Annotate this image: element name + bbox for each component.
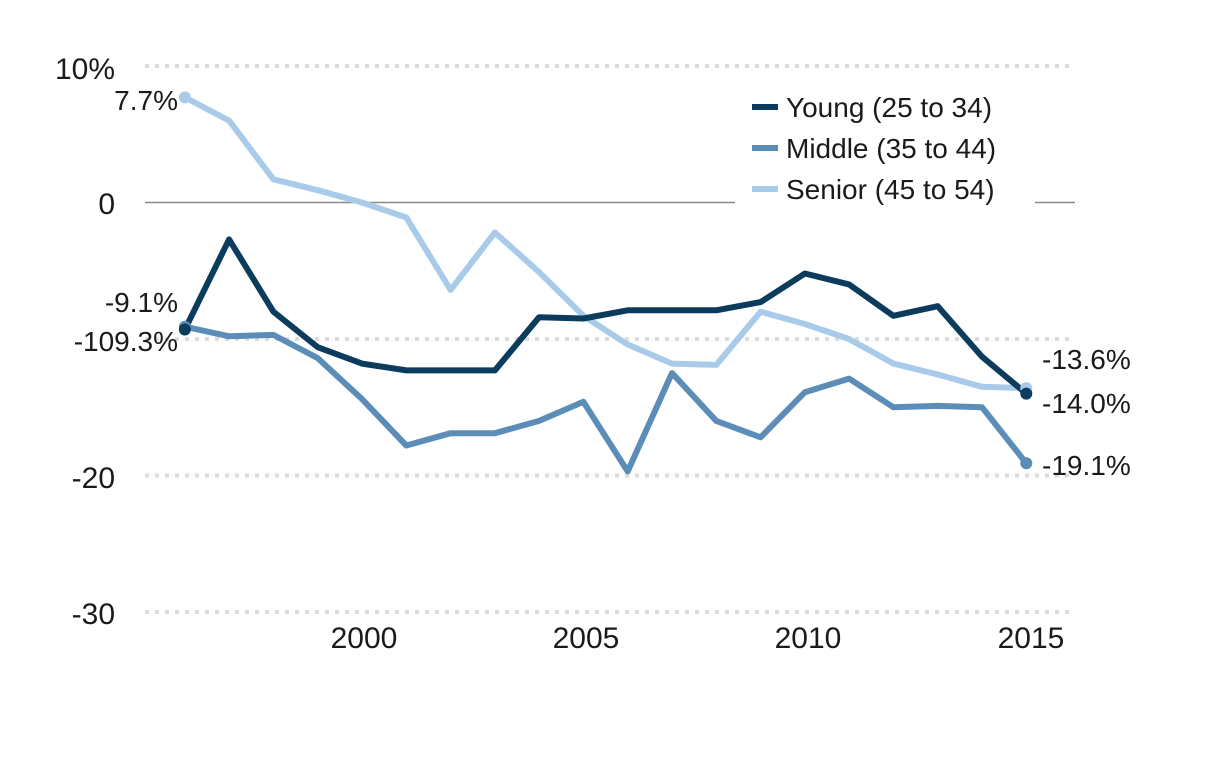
x-axis-ticks: 2000 2005 2010 2015 xyxy=(331,622,1065,655)
legend-label-senior: Senior (45 to 54) xyxy=(786,174,995,205)
point-marker-young xyxy=(1020,387,1033,400)
x-tick-label: 2005 xyxy=(553,622,620,655)
y-tick-label: -30 xyxy=(72,598,115,631)
legend-background xyxy=(735,86,1035,216)
y-axis-ticks: 10% 0 -20 -30 xyxy=(55,53,115,631)
point-marker-young xyxy=(178,323,191,336)
y-tick-label: 10% xyxy=(55,53,115,86)
x-tick-label: 2010 xyxy=(775,622,842,655)
end-label-middle: -19.1% xyxy=(1042,450,1131,481)
legend-label-young: Young (25 to 34) xyxy=(786,92,992,123)
series-layer xyxy=(178,91,1033,475)
point-marker-senior xyxy=(178,91,191,104)
series-line-senior xyxy=(181,94,1030,392)
y-tick-label: -20 xyxy=(72,462,115,495)
series-line-middle xyxy=(181,323,1030,475)
point-marker-middle xyxy=(1020,457,1033,470)
legend-label-middle: Middle (35 to 44) xyxy=(786,133,996,164)
start-label-senior: 7.7% xyxy=(114,85,178,116)
start-label-young: -109.3% xyxy=(74,326,178,357)
start-label-middle: -9.1% xyxy=(105,287,178,318)
legend: Young (25 to 34) Middle (35 to 44) Senio… xyxy=(735,86,1035,216)
value-labels: 7.7% -9.1% -109.3% -13.6% -14.0% -19.1% xyxy=(74,85,1131,481)
y-tick-label: 0 xyxy=(98,188,115,221)
end-label-senior: -13.6% xyxy=(1042,344,1131,375)
x-tick-label: 2000 xyxy=(331,622,398,655)
series-line-young xyxy=(181,236,1030,397)
x-tick-label: 2015 xyxy=(998,622,1065,655)
end-label-young: -14.0% xyxy=(1042,388,1131,419)
